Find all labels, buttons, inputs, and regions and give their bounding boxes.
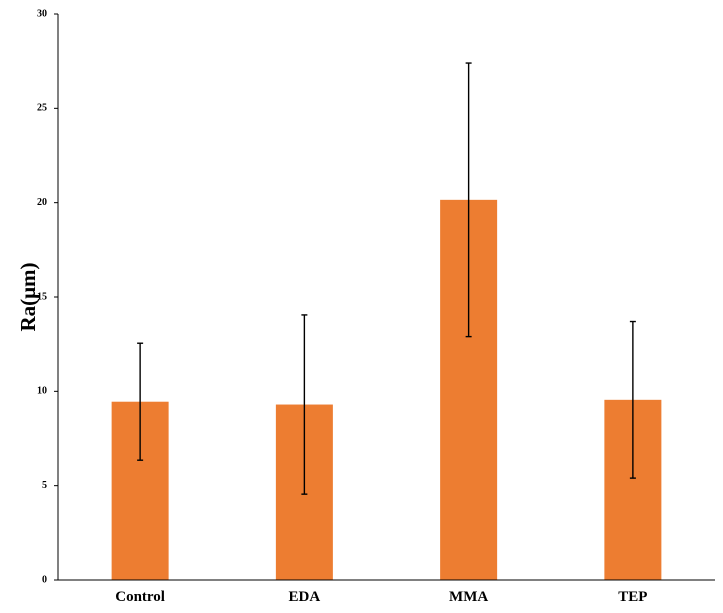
x-category-label: MMA [449, 589, 488, 605]
y-tick-label: 20 [37, 197, 47, 208]
bars-group [111, 199, 662, 580]
x-category-label: Control [115, 589, 165, 605]
x-category-label: TEP [618, 589, 647, 605]
y-axis-title: Ra(μm) [16, 262, 40, 331]
error-bar-tep [629, 320, 636, 479]
y-tick-label: 10 [37, 386, 47, 397]
error-bar-eda [301, 314, 308, 495]
y-axis: 0 5 10 15 20 25 30 [37, 8, 59, 585]
y-tick-label: 0 [42, 574, 47, 585]
error-bar-mma [465, 62, 472, 338]
x-axis-labels: Control EDA MMA TEP [115, 589, 647, 605]
y-tick-label: 5 [42, 480, 47, 491]
error-bars-group [137, 62, 636, 495]
error-bar-control [137, 342, 144, 461]
y-tick-label: 30 [37, 8, 47, 19]
y-tick-label: 25 [37, 103, 47, 114]
x-category-label: EDA [289, 589, 321, 605]
y-tick-label: 15 [37, 291, 47, 302]
